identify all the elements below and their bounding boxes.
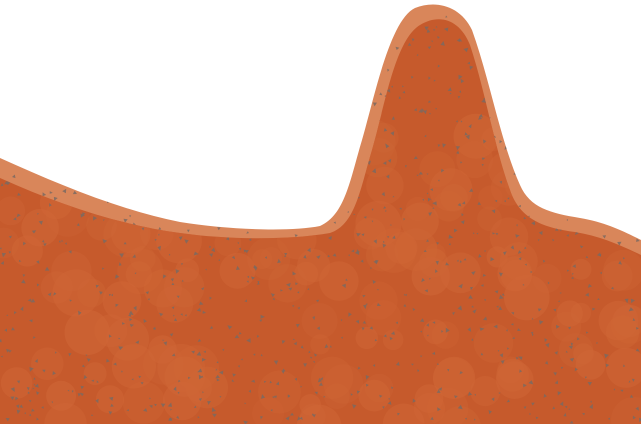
terrain-canvas xyxy=(0,4,641,424)
game-scene xyxy=(0,4,641,424)
